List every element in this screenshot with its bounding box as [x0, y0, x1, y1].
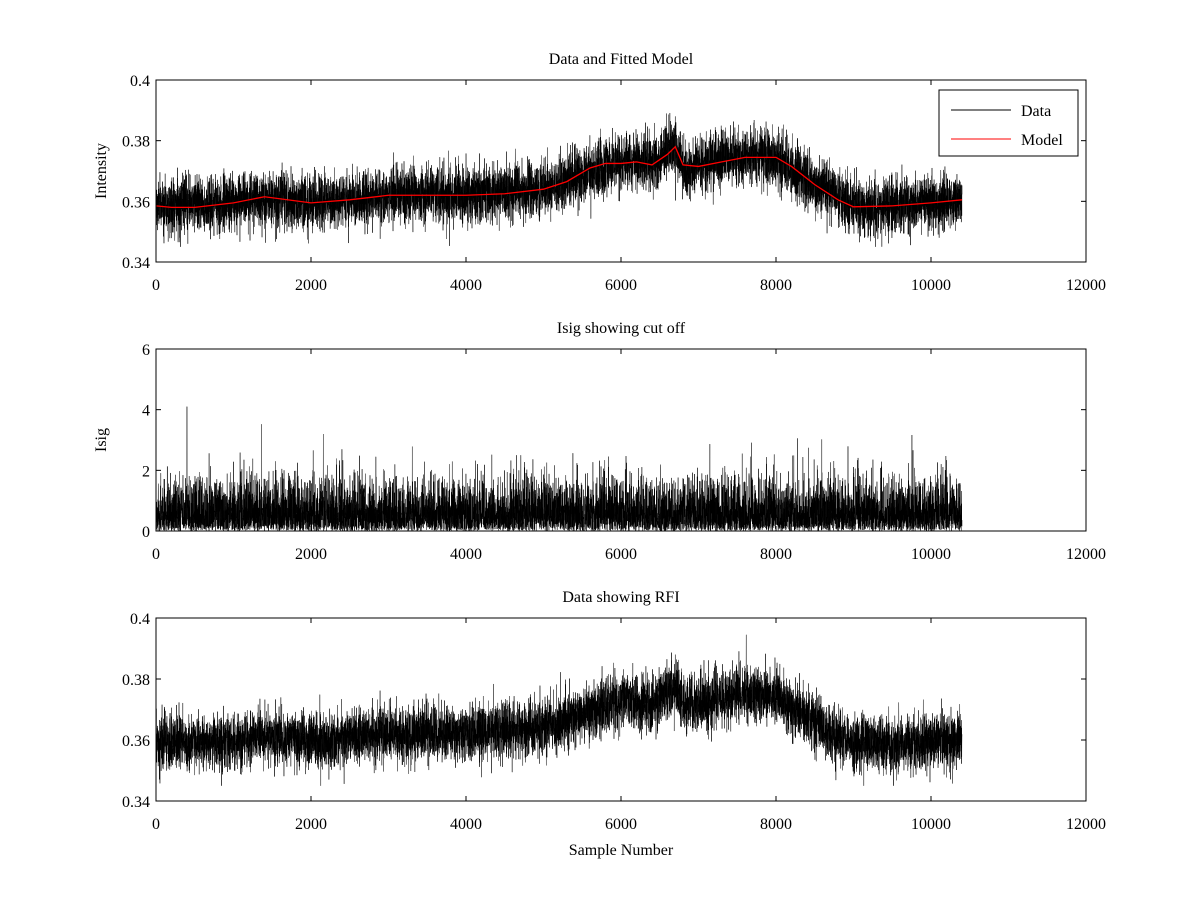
y-tick-label: 0.4	[130, 73, 150, 90]
y-axis-label: Isig	[93, 428, 110, 452]
x-tick-label: 0	[152, 546, 160, 563]
x-tick-label: 2000	[295, 277, 327, 294]
isig-panel: 0 2000 4000 6000 8000 10000 12000 0 2 4 6 Isig show…	[93, 320, 1106, 563]
x-tick-label: 6000	[605, 546, 637, 563]
x-tick-label: 12000	[1066, 277, 1106, 294]
x-tick-label: 2000	[295, 816, 327, 833]
y-tick-label: 0.36	[122, 733, 150, 750]
x-tick-label: 4000	[450, 816, 482, 833]
y-tick-label: 0.38	[122, 134, 150, 151]
x-tick-label: 10000	[911, 277, 951, 294]
legend: Data Model	[938, 89, 1079, 157]
y-tick-label: 0.36	[122, 194, 150, 211]
x-tick-label: 0	[152, 816, 160, 833]
x-tick-label: 8000	[760, 277, 792, 294]
x-tick-label: 8000	[760, 816, 792, 833]
y-tick-label: 0.38	[122, 672, 150, 689]
y-tick-label: 2	[142, 463, 150, 480]
series-data-line	[156, 634, 963, 786]
y-axis-label: Intensity	[93, 143, 110, 199]
chart-title: Data and Fitted Model	[549, 51, 694, 68]
fitted-model-panel: 0 2000 4000 6000 8000 10000 12000 0.34 0.36 0.38 0…	[93, 51, 1106, 294]
y-tick-label: 6	[142, 342, 150, 359]
legend-label-data: Data	[1021, 103, 1051, 120]
x-tick-label: 4000	[450, 277, 482, 294]
y-tick-label: 0	[142, 524, 150, 541]
rfi-panel: 0 2000 4000 6000 8000 10000 12000 0.34 0.36 0.38 0…	[122, 589, 1106, 859]
x-tick-label: 4000	[450, 546, 482, 563]
x-tick-label: 10000	[911, 546, 951, 563]
y-tick-label: 0.34	[122, 794, 150, 811]
x-tick-label: 2000	[295, 546, 327, 563]
x-tick-label: 6000	[605, 816, 637, 833]
x-tick-label: 8000	[760, 546, 792, 563]
y-tick-label: 0.34	[122, 255, 150, 272]
y-tick-label: 0.4	[130, 611, 150, 628]
legend-label-model: Model	[1021, 132, 1063, 149]
chart-title: Isig showing cut off	[557, 320, 686, 337]
x-tick-label: 12000	[1066, 816, 1106, 833]
x-tick-label: 10000	[911, 816, 951, 833]
y-tick-label: 4	[142, 403, 150, 420]
x-tick-label: 6000	[605, 277, 637, 294]
series-isig-line	[156, 406, 963, 531]
x-tick-label: 12000	[1066, 546, 1106, 563]
chart-title: Data showing RFI	[562, 589, 679, 606]
x-axis-label: Sample Number	[569, 842, 674, 859]
series-data-line	[156, 112, 963, 247]
series-model-line	[156, 145, 963, 209]
legend-box	[938, 89, 1079, 157]
x-tick-label: 0	[152, 277, 160, 294]
